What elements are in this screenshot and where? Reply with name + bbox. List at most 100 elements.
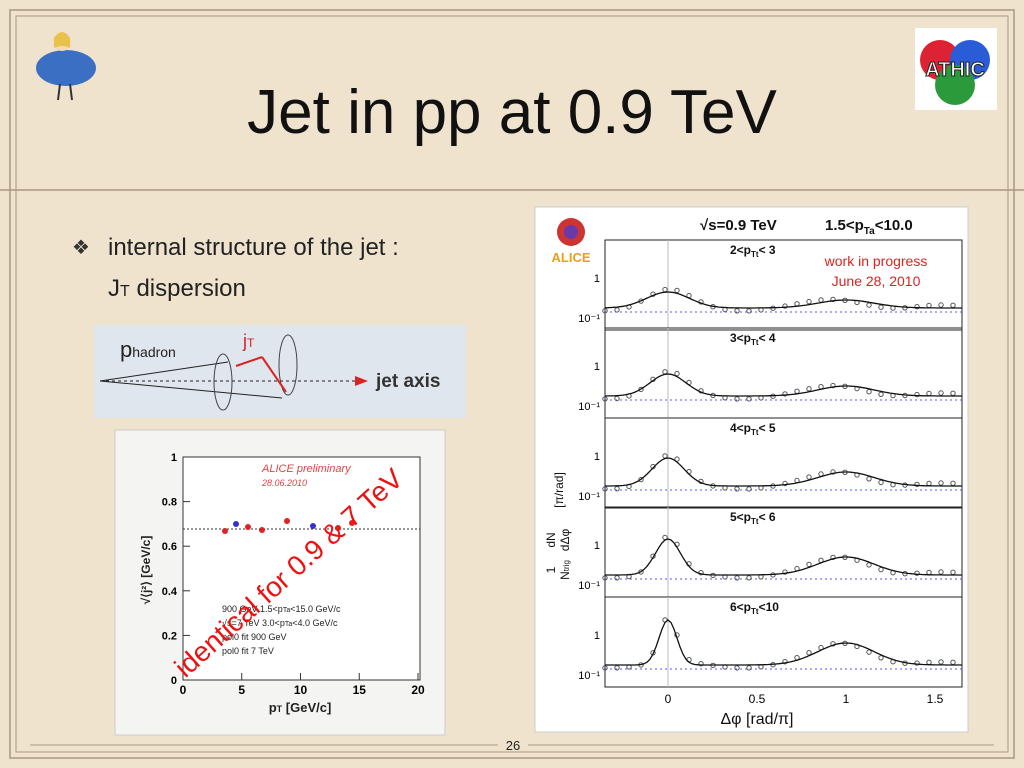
text: < 6: [759, 510, 776, 524]
y-tick-label: 1: [594, 361, 600, 373]
text: < 4: [759, 331, 776, 345]
frame-inner: [15, 15, 1009, 753]
marker: [233, 521, 239, 527]
text: < 5: [759, 421, 776, 435]
y-tick-label: 0.6: [162, 541, 177, 553]
y-tick-label: 0.2: [162, 630, 177, 642]
fit-curve: [604, 373, 962, 397]
point: [914, 304, 920, 310]
text: dispersion: [130, 275, 246, 302]
point: [914, 570, 920, 576]
point: [602, 665, 608, 671]
text: N: [558, 571, 572, 580]
jet-axis-label: jet axis: [375, 371, 440, 392]
panel-label: 5<pTt< 6: [730, 510, 776, 526]
plot-label: ALICE preliminary: [261, 463, 352, 475]
subscript: Tt: [751, 607, 759, 616]
subscript: T: [247, 336, 255, 350]
point: [782, 303, 788, 309]
p-hadron: phadron: [120, 337, 176, 362]
marker: [284, 518, 290, 524]
panel-label: 2<pTt< 3: [730, 243, 776, 259]
point: [938, 302, 944, 308]
energy: √s=0.9 TeV: [700, 217, 777, 234]
bullet-line2: JT dispersion: [108, 275, 246, 302]
alice-logo: ALICE: [552, 250, 591, 265]
text: <10.0: [875, 217, 913, 234]
right-y-axis: 1 Ntrig dN dΔφ [π/rad]: [544, 472, 572, 580]
point: [638, 476, 644, 483]
subscript: trig: [562, 560, 571, 571]
text: <4.0 GeV/c: [292, 618, 338, 628]
y-tick-label: 1: [171, 452, 177, 464]
text: [GeV/c]: [282, 700, 331, 715]
point: [938, 569, 944, 575]
text: 5<p: [730, 510, 751, 524]
point: [914, 660, 920, 666]
point: [746, 396, 752, 402]
y-tick-label: 10⁻¹: [578, 313, 600, 325]
point: [806, 650, 812, 656]
x-tick-label: 15: [353, 683, 367, 697]
point: [830, 554, 836, 561]
right-plot: ALICE √s=0.9 TeV 1.5<pTa<10.0 work in pr…: [534, 206, 969, 733]
marker: [222, 528, 228, 534]
y-tick-label: 10⁻¹: [578, 580, 600, 592]
y-tick-label: 10⁻¹: [578, 401, 600, 413]
subscript: Ta: [285, 621, 293, 628]
point: [734, 396, 740, 402]
point: [602, 396, 608, 402]
text: 1.5<p: [825, 217, 864, 234]
marker: [245, 524, 251, 530]
subscript: Ta: [864, 226, 875, 237]
text: J: [108, 275, 120, 302]
point: [746, 665, 752, 671]
point: [806, 474, 812, 480]
point: [734, 486, 740, 492]
subscript: T: [277, 704, 283, 714]
point: [830, 641, 836, 647]
point: [914, 391, 920, 398]
x-tick-label: 1: [843, 692, 850, 706]
title: Jet in pp at 0.9 TeV: [247, 78, 777, 147]
point: [746, 308, 752, 314]
subscript: Ta: [283, 607, 291, 614]
subscript: T: [120, 283, 130, 300]
y-tick-label: 0.4: [162, 586, 178, 598]
text: √s=7 TeV 3.0<p: [222, 618, 285, 628]
x-tick-label: 20: [411, 683, 425, 697]
point: [674, 370, 680, 377]
y-tick-label: 1: [594, 451, 600, 463]
text: Ntrig: [558, 560, 572, 580]
marker: [259, 527, 265, 533]
text: < 3: [759, 243, 776, 257]
legend-entry: pol0 fit 7 TeV: [222, 646, 274, 656]
text: 3<p: [730, 331, 751, 345]
subscript: Tt: [751, 338, 759, 347]
legend-entry: √s=7 TeV 3.0<pTa<4.0 GeV/c: [222, 618, 338, 628]
point: [830, 296, 836, 303]
y-tick-label: 10⁻¹: [578, 670, 600, 682]
panel-label: 4<pTt< 5: [730, 421, 776, 437]
text: 4<p: [730, 421, 751, 435]
y-tick-label: 0.8: [162, 497, 177, 509]
frame: [9, 9, 1015, 759]
fit-curve: [605, 457, 962, 487]
point: [782, 480, 788, 487]
point: [866, 389, 872, 395]
bullet-line1: internal structure of the jet :: [108, 234, 399, 261]
marker: [349, 520, 355, 526]
point: [614, 395, 620, 402]
text: <15.0 GeV/c: [290, 604, 341, 614]
text: [GeV/c]: [139, 536, 153, 578]
text: [π/rad]: [552, 472, 566, 508]
y-tick-label: 10⁻¹: [578, 491, 600, 503]
point: [614, 486, 620, 492]
text: 1: [544, 566, 558, 573]
point: [674, 287, 680, 294]
x-tick-label: 0: [180, 683, 187, 697]
y-tick-label: 1: [594, 630, 600, 642]
x-tick-label: 10: [294, 683, 308, 697]
text: p: [120, 337, 132, 362]
point: [602, 308, 608, 314]
